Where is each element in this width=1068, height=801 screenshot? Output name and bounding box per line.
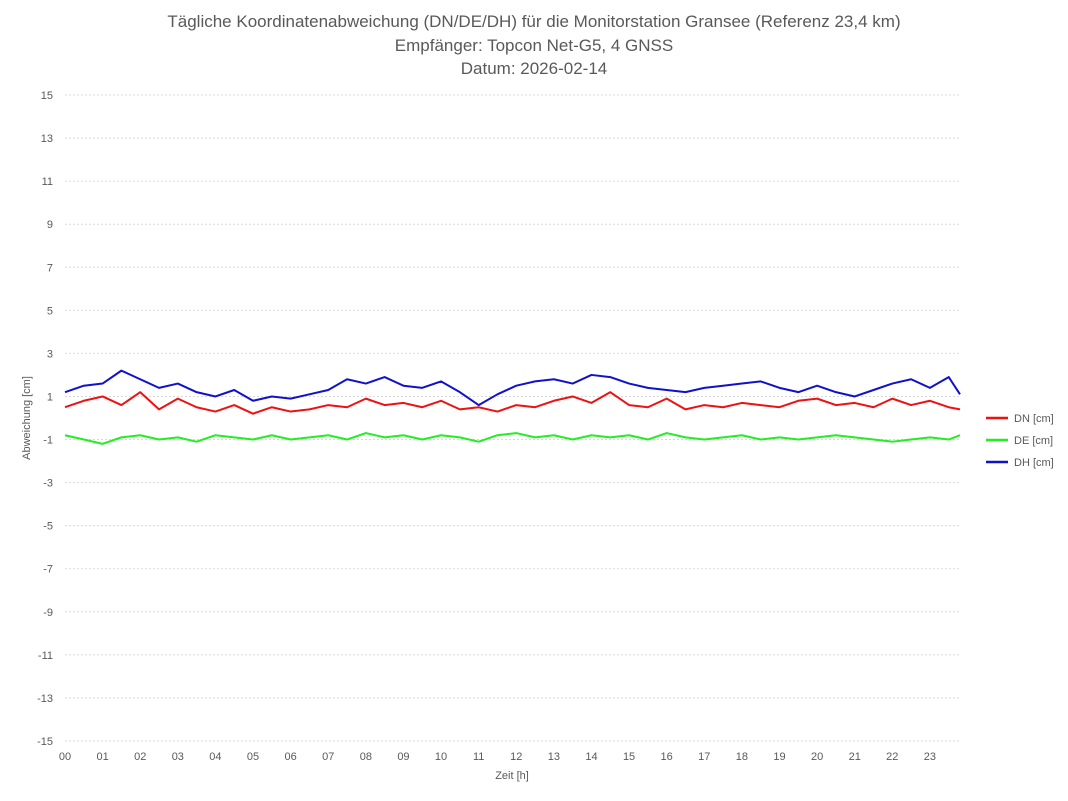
grid-layer — [65, 94, 960, 742]
y-tick-label: -3 — [43, 478, 53, 490]
x-tick-label: 23 — [924, 751, 936, 763]
y-tick-label: 11 — [42, 176, 53, 188]
y-tick-label: 5 — [47, 305, 53, 317]
y-tick-label: -15 — [37, 736, 53, 748]
x-axis-label: Zeit [h] — [495, 770, 529, 782]
x-tick-label: 13 — [548, 751, 560, 763]
x-tick-label: 03 — [172, 751, 184, 763]
x-tick-label: 18 — [736, 751, 748, 763]
x-tick-label: 14 — [585, 751, 597, 763]
x-tick-label: 12 — [510, 751, 522, 763]
y-tick-label: -11 — [38, 650, 53, 662]
series-line-0 — [64, 391, 961, 415]
series-line-1 — [64, 432, 961, 445]
y-tick-label: -1 — [43, 435, 53, 447]
y-axis-tick-labels: 15 13 11 9 7 5 3 1 -1 -3 -5 -7 -9 -11 -13 -15 — [37, 90, 53, 748]
y-tick-label: 13 — [41, 133, 53, 145]
x-tick-label: 21 — [849, 751, 861, 763]
legend-label: DH [cm] — [1014, 457, 1054, 469]
x-tick-label: 22 — [886, 751, 898, 763]
x-tick-label: 04 — [209, 751, 221, 763]
x-tick-label: 02 — [134, 751, 146, 763]
x-tick-label: 10 — [435, 751, 447, 763]
x-tick-label: 17 — [698, 751, 710, 763]
x-tick-label: 16 — [661, 751, 673, 763]
x-tick-label: 11 — [473, 751, 484, 763]
y-tick-label: 15 — [41, 90, 53, 102]
x-tick-label: 20 — [811, 751, 823, 763]
y-axis-label: Abweichung [cm] — [21, 376, 33, 460]
y-tick-label: 3 — [47, 348, 53, 360]
series-line-2 — [64, 369, 961, 407]
y-tick-label: 7 — [47, 262, 53, 274]
chart-title-line-3: Datum: 2026-02-14 — [460, 59, 608, 78]
x-tick-label: 09 — [397, 751, 409, 763]
x-tick-label: 01 — [96, 751, 108, 763]
y-tick-label: -13 — [37, 693, 53, 705]
chart-title-line-2: Empfänger: Topcon Net-G5, 4 GNSS — [394, 36, 674, 55]
y-tick-label: -5 — [43, 521, 53, 533]
x-tick-label: 07 — [322, 751, 334, 763]
legend-label: DN [cm] — [1014, 413, 1054, 425]
y-tick-label: -9 — [43, 607, 53, 619]
y-tick-label: 9 — [47, 219, 53, 231]
x-tick-label: 08 — [360, 751, 372, 763]
legend-label: DE [cm] — [1014, 435, 1053, 447]
x-tick-label: 15 — [623, 751, 635, 763]
series-layer — [64, 369, 961, 445]
legend: DN [cm] DE [cm] DH [cm] — [986, 413, 1054, 469]
x-tick-label: 05 — [247, 751, 259, 763]
chart-title-line-1: Tägliche Koordinatenabweichung (DN/DE/DH… — [167, 12, 901, 31]
x-tick-label: 00 — [59, 751, 71, 763]
x-tick-label: 19 — [773, 751, 785, 763]
y-tick-label: -7 — [43, 564, 53, 576]
x-tick-label: 06 — [285, 751, 297, 763]
x-axis-tick-labels: 00 01 02 03 04 05 06 07 08 09 10 11 12 13 14 15 16 17 18 19… — [59, 751, 936, 763]
y-tick-label: 1 — [47, 391, 53, 403]
